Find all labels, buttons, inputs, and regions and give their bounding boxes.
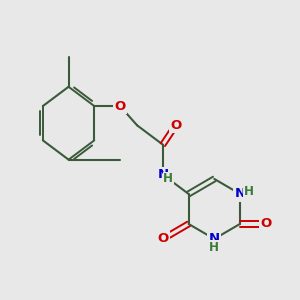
Text: O: O (157, 232, 169, 245)
Text: H: H (209, 241, 219, 254)
Text: O: O (114, 100, 126, 112)
Text: O: O (170, 119, 181, 132)
Text: N: N (157, 168, 168, 181)
Text: O: O (260, 218, 271, 230)
Text: N: N (209, 232, 220, 245)
Text: N: N (234, 188, 246, 200)
Text: H: H (163, 172, 173, 185)
Text: H: H (244, 185, 254, 198)
